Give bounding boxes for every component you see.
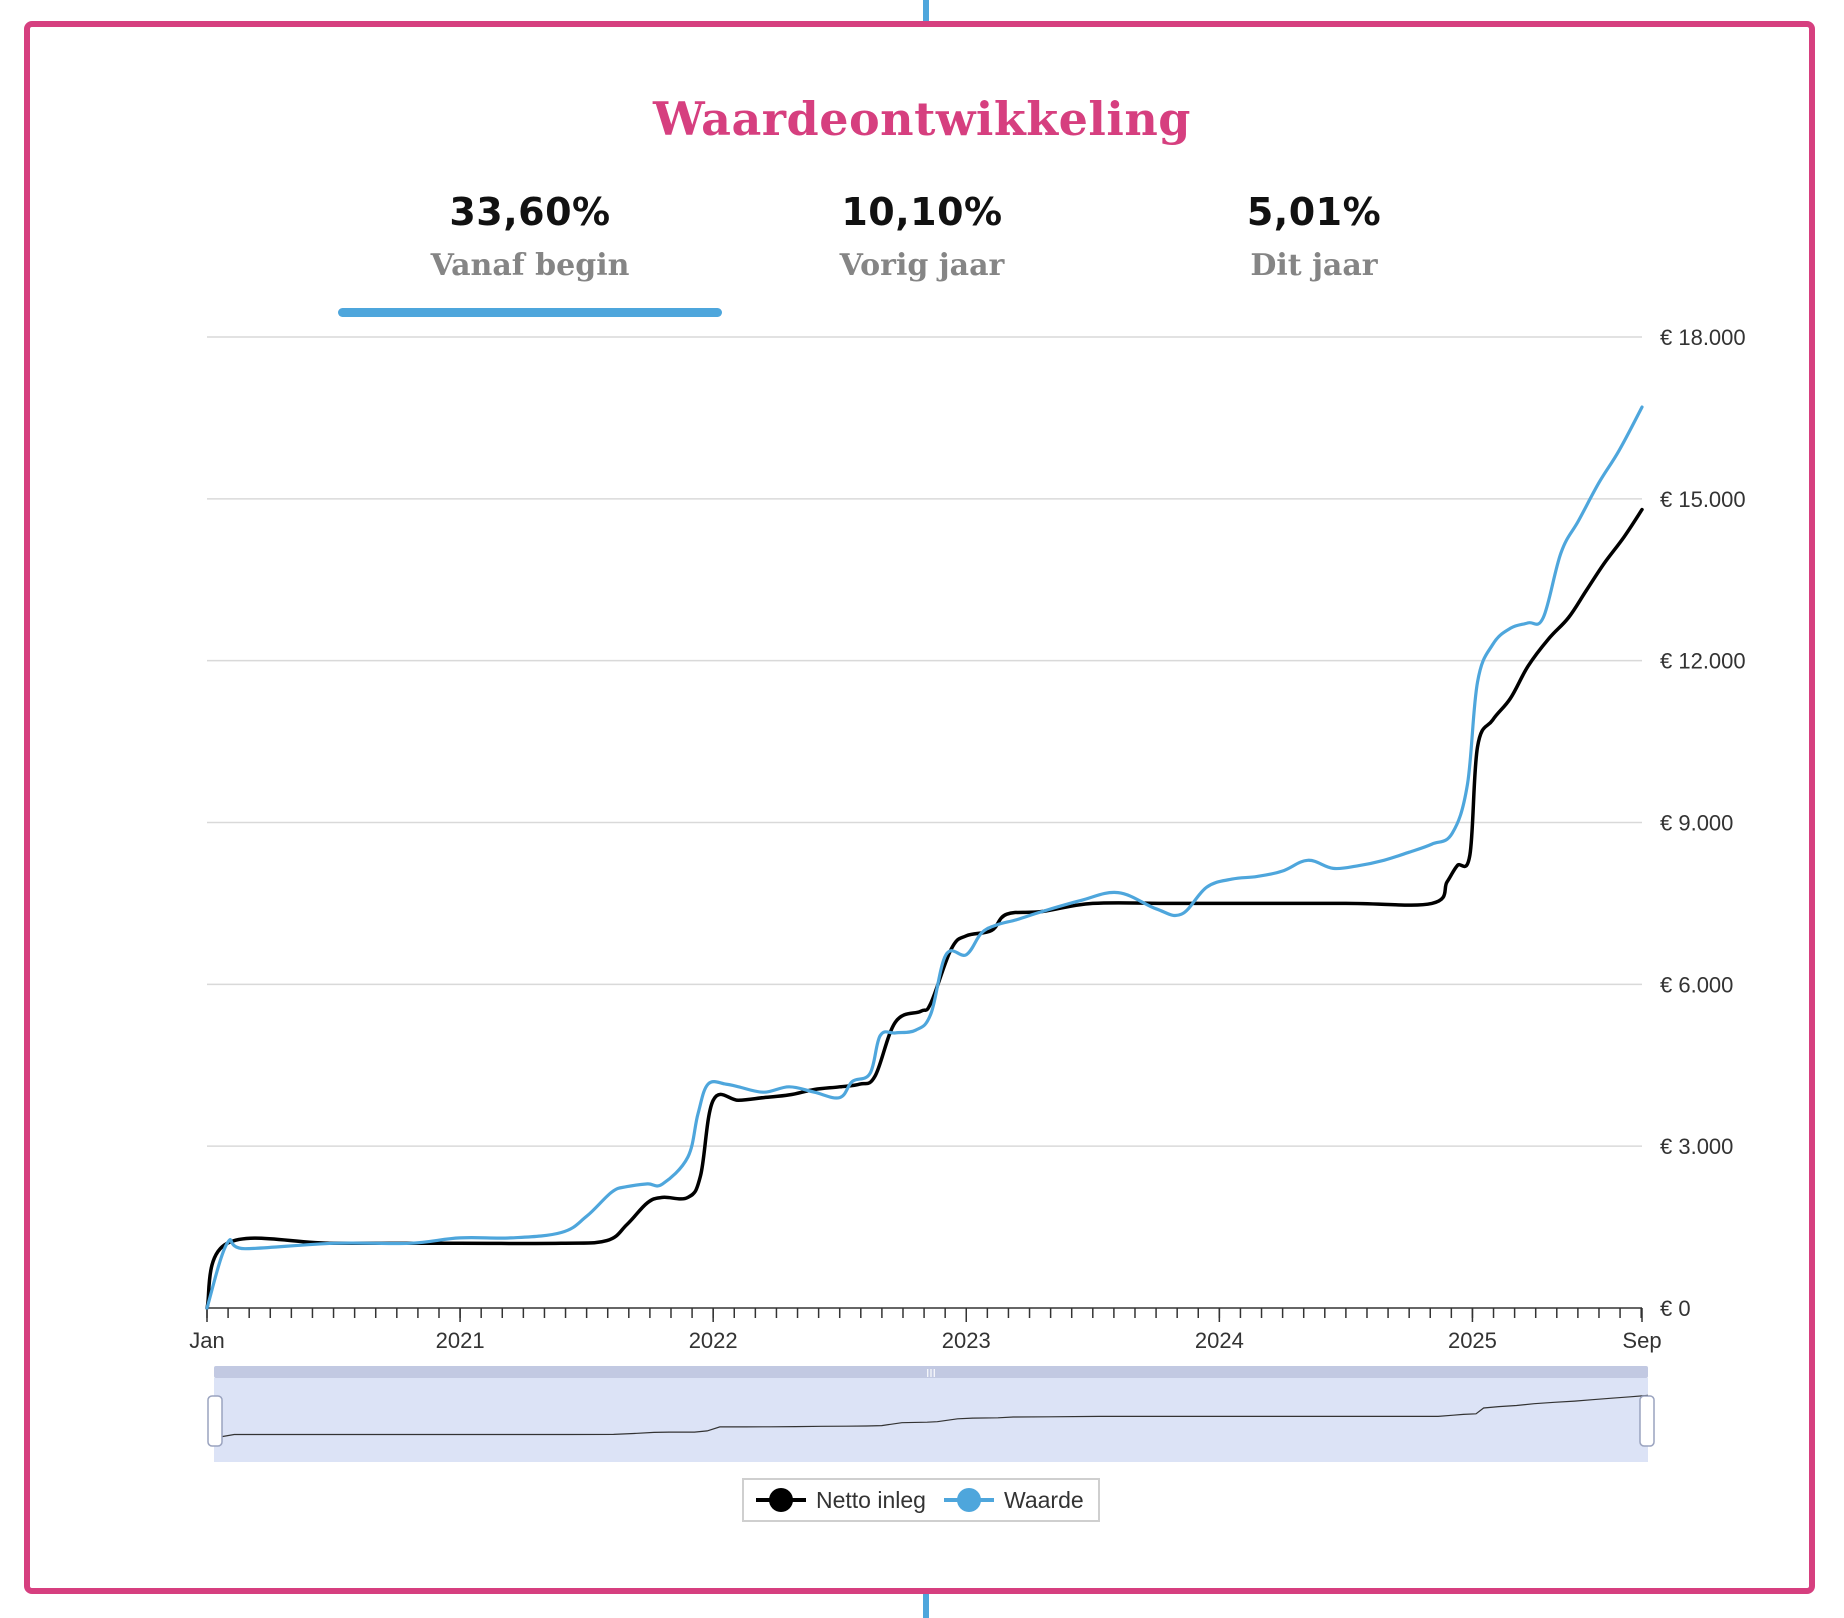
x-tick-label: Sep bbox=[1622, 1328, 1661, 1353]
navigator-selection bbox=[214, 1378, 1648, 1462]
x-tick-label: 2021 bbox=[436, 1328, 485, 1353]
tab-vorig-jaar[interactable]: 10,10% Vorig jaar bbox=[722, 190, 1122, 283]
legend-marker-icon bbox=[756, 1488, 806, 1512]
tab-percentage: 33,60% bbox=[449, 190, 611, 234]
tab-dit-jaar[interactable]: 5,01% Dit jaar bbox=[1114, 190, 1514, 283]
navigator-handle-left[interactable] bbox=[207, 1395, 223, 1447]
tab-label: Dit jaar bbox=[1250, 248, 1378, 283]
navigator-grip-icon: III bbox=[926, 1367, 936, 1380]
navigator-series-line bbox=[213, 1394, 1649, 1439]
y-tick-label: € 18.000 bbox=[1660, 325, 1746, 350]
chart-legend: Netto inleg Waarde bbox=[742, 1478, 1100, 1522]
x-tick-label: 2022 bbox=[689, 1328, 738, 1353]
legend-label: Waarde bbox=[1003, 1486, 1084, 1513]
x-tick-label: 2025 bbox=[1448, 1328, 1497, 1353]
tab-label: Vanaf begin bbox=[430, 248, 630, 283]
value-development-card bbox=[24, 21, 1815, 1594]
series-line-waarde bbox=[205, 405, 1644, 1310]
y-tick-label: € 15.000 bbox=[1660, 487, 1746, 512]
x-tick-label: 2024 bbox=[1195, 1328, 1244, 1353]
y-tick-label: € 9.000 bbox=[1660, 811, 1733, 836]
top-connector bbox=[923, 0, 929, 24]
series-line-netto-inleg bbox=[205, 507, 1644, 1310]
legend-marker-icon bbox=[943, 1488, 994, 1512]
legend-item-netto-inleg[interactable]: Netto inleg bbox=[756, 1487, 926, 1514]
y-tick-label: € 12.000 bbox=[1660, 649, 1746, 674]
y-tick-label: € 3.000 bbox=[1660, 1134, 1733, 1159]
x-tick-label: Jan bbox=[189, 1328, 224, 1353]
y-tick-label: € 0 bbox=[1660, 1296, 1691, 1321]
tab-percentage: 10,10% bbox=[841, 190, 1003, 234]
bottom-connector bbox=[923, 1594, 929, 1618]
legend-item-waarde[interactable]: Waarde bbox=[943, 1486, 1084, 1514]
tab-label: Vorig jaar bbox=[839, 248, 1005, 283]
tab-percentage: 5,01% bbox=[1246, 190, 1382, 234]
x-tick-label: 2023 bbox=[942, 1328, 991, 1353]
legend-label: Netto inleg bbox=[816, 1486, 926, 1513]
navigator-handle-right[interactable] bbox=[1639, 1395, 1655, 1447]
y-tick-label: € 6.000 bbox=[1660, 972, 1733, 997]
active-tab-indicator bbox=[338, 308, 722, 317]
tab-vanaf-begin[interactable]: 33,60% Vanaf begin bbox=[330, 190, 730, 283]
page-title: Waardeontwikkeling bbox=[653, 92, 1191, 146]
navigator-scrollbar[interactable] bbox=[214, 1366, 1648, 1378]
